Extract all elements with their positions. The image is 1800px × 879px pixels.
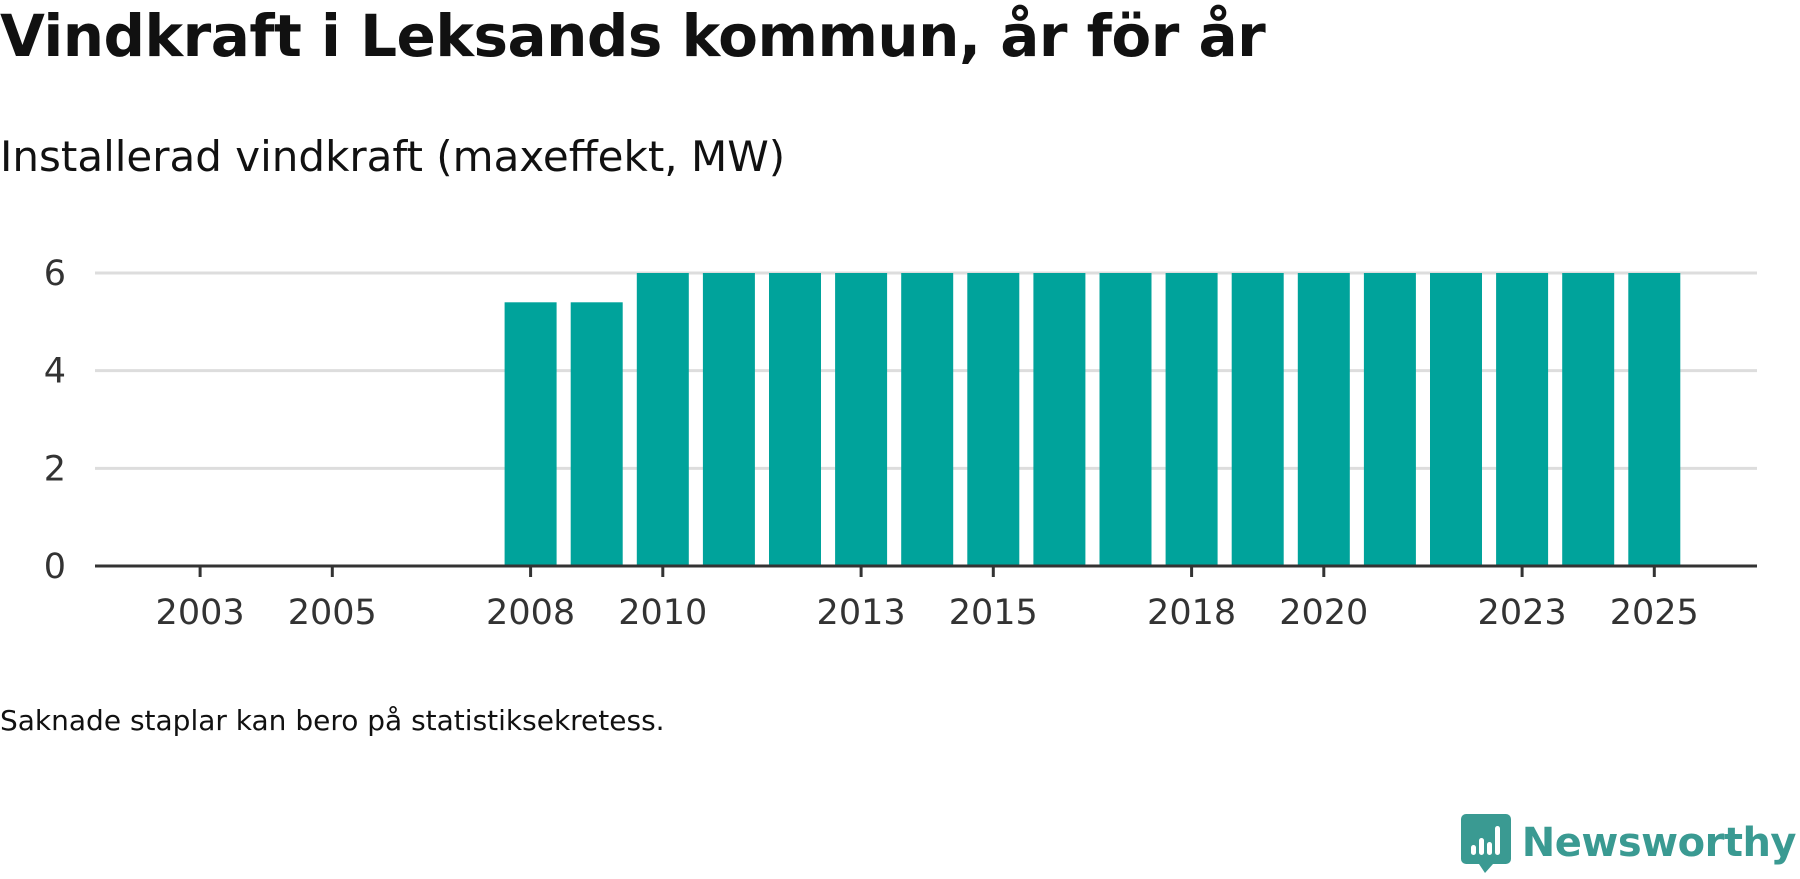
bar-2014: [901, 273, 954, 566]
x-tick-label: 2013: [817, 593, 906, 633]
bar-2017: [1099, 273, 1152, 566]
bar-2019: [1231, 273, 1284, 566]
bars: [504, 273, 1681, 566]
bar-2025: [1628, 273, 1681, 566]
x-tick-label: 2010: [618, 593, 707, 633]
footnote: Saknade staplar kan bero på statistiksek…: [0, 704, 665, 737]
bar-2020: [1297, 273, 1350, 566]
bar-2015: [967, 273, 1020, 566]
brand-logo[interactable]: Newsworthy: [1460, 807, 1797, 879]
y-tick-label: 6: [44, 254, 66, 294]
bar-2012: [769, 273, 821, 566]
y-tick-label: 2: [44, 449, 66, 489]
chart-subtitle: Installerad vindkraft (maxeffekt, MW): [0, 132, 786, 181]
newsworthy-logo-icon: [1460, 814, 1511, 873]
bar-2021: [1363, 273, 1416, 566]
bar-2008: [504, 302, 557, 566]
bar-2010: [636, 273, 689, 566]
bar-2013: [835, 273, 888, 566]
y-tick-label: 4: [44, 352, 66, 392]
bar-2023: [1496, 273, 1549, 566]
bar-2024: [1562, 273, 1615, 566]
y-tick-label: 0: [44, 547, 66, 587]
x-tick-label: 2025: [1610, 593, 1699, 633]
axes: 0 2 4 6 2003 2005 2008 2010 2013 2015 2018 2020 2023…: [44, 254, 1757, 633]
brand-name: Newsworthy: [1521, 820, 1797, 866]
bar-2016: [1033, 273, 1086, 566]
x-tick-label: 2015: [949, 593, 1038, 633]
x-tick-label: 2008: [486, 593, 575, 633]
bar-2022: [1430, 273, 1482, 566]
x-tick-label: 2003: [156, 593, 245, 633]
x-tick-label: 2023: [1478, 593, 1567, 633]
bar-2018: [1165, 273, 1218, 566]
chart-title: Vindkraft i Leksands kommun, år för år: [0, 2, 1266, 70]
x-tick-label: 2018: [1147, 593, 1236, 633]
bar-2009: [570, 302, 623, 566]
x-tick-label: 2005: [288, 593, 377, 633]
bar-2011: [702, 273, 755, 566]
x-tick-label: 2020: [1279, 593, 1368, 633]
